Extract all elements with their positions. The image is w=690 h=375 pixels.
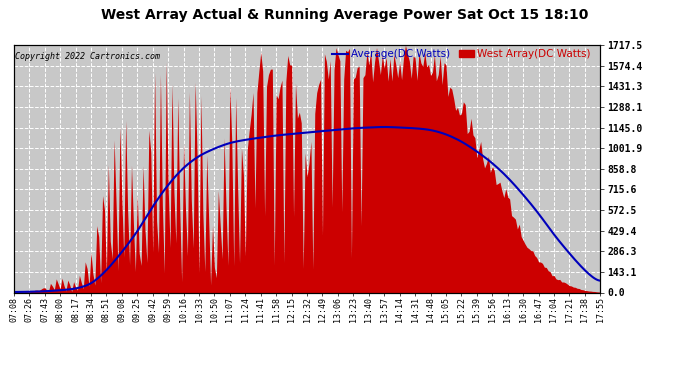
Text: West Array Actual & Running Average Power Sat Oct 15 18:10: West Array Actual & Running Average Powe…: [101, 8, 589, 21]
Text: Copyright 2022 Cartronics.com: Copyright 2022 Cartronics.com: [15, 53, 160, 62]
Legend: Average(DC Watts), West Array(DC Watts): Average(DC Watts), West Array(DC Watts): [328, 45, 595, 64]
